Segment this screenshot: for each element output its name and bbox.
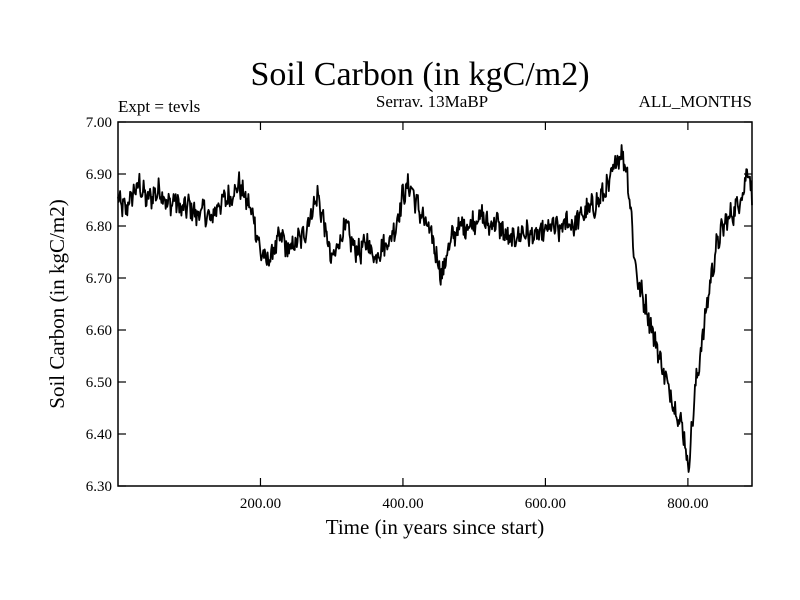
experiment-label: Expt = tevls xyxy=(118,97,200,116)
x-axis-label: Time (in years since start) xyxy=(326,515,545,539)
series-line xyxy=(117,144,753,473)
y-axis-label: Soil Carbon (in kgC/m2) xyxy=(45,199,69,408)
x-tick-label: 400.00 xyxy=(382,496,423,512)
y-tick-label: 7.00 xyxy=(86,115,112,131)
series-layer xyxy=(117,144,753,473)
months-label: ALL_MONTHS xyxy=(639,92,752,111)
x-tick-label: 600.00 xyxy=(525,496,566,512)
x-tick-label: 200.00 xyxy=(240,496,281,512)
y-tick-label: 6.40 xyxy=(86,427,112,443)
y-tick-label: 6.30 xyxy=(86,479,112,495)
x-tick-label: 800.00 xyxy=(667,496,708,512)
y-tick-label: 6.80 xyxy=(86,219,112,235)
x-axis-ticks: 200.00 400.00 600.00 800.00 xyxy=(240,122,709,512)
y-tick-label: 6.70 xyxy=(86,271,112,287)
plot-frame xyxy=(117,121,753,487)
chart-title: Soil Carbon (in kgC/m2) xyxy=(250,56,589,93)
y-axis-ticks: 6.30 6.40 6.50 6.60 6.70 6.80 6.90 7.00 xyxy=(86,115,752,495)
y-tick-label: 6.90 xyxy=(86,167,112,183)
period-label: Serrav. 13MaBP xyxy=(376,92,488,111)
y-tick-label: 6.60 xyxy=(86,323,112,339)
y-tick-label: 6.50 xyxy=(86,375,112,391)
